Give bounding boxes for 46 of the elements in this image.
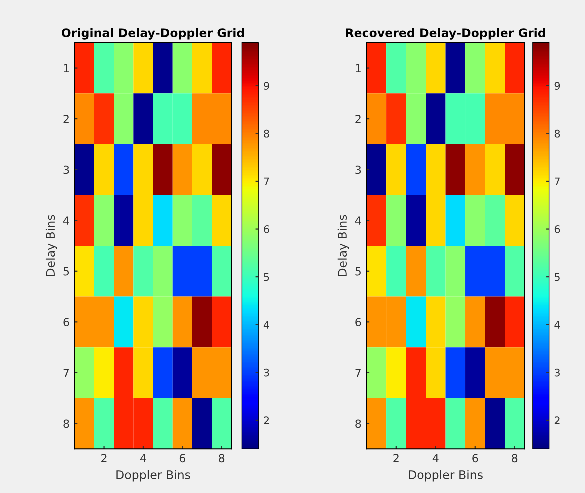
x-tick-label: 6: [180, 454, 186, 463]
y-tick-label: 2: [356, 115, 361, 124]
color-bar-label: 2: [264, 416, 270, 424]
color-bar-label: 9: [554, 82, 560, 90]
y-tick-label: 4: [355, 216, 362, 225]
color-bar-label: 8: [554, 130, 560, 138]
x-tick-label: 4: [432, 454, 439, 462]
y-tick-label: 6: [356, 318, 362, 327]
color-bar-label: 3: [554, 368, 560, 377]
color-bar-label: 3: [264, 368, 270, 377]
color-bar-label: 6: [264, 226, 270, 234]
y-tick-label: 7: [64, 369, 70, 378]
x-tick-label: 8: [219, 454, 225, 463]
y-tick-label: 1: [64, 64, 69, 72]
x-axis-title: Doppler Bins: [116, 470, 190, 482]
y-tick-label: 5: [356, 268, 361, 276]
y-tick-label: 7: [356, 369, 361, 378]
color-bar-label: 4: [554, 321, 560, 329]
y-tick-label: 6: [64, 318, 70, 327]
color-bar-label: 5: [264, 273, 270, 282]
color-bar-label: 4: [264, 321, 270, 329]
y-tick-label: 4: [63, 216, 70, 225]
x-axis-title: Doppler Bins: [409, 470, 483, 482]
color-bar-label: 7: [264, 178, 270, 186]
x-tick-label: 2: [394, 454, 399, 462]
y-tick-label: 3: [64, 166, 70, 174]
x-tick-label: 8: [512, 454, 518, 463]
color-bar-label: 7: [555, 178, 560, 186]
color-bar-label: 5: [554, 273, 560, 282]
y-tick-label: 8: [356, 420, 362, 428]
y-tick-label: 1: [356, 64, 361, 72]
x-tick-label: 4: [140, 454, 146, 462]
x-tick-label: 6: [472, 454, 478, 463]
y-tick-label: 2: [64, 115, 69, 124]
y-tick-label: 8: [64, 420, 70, 428]
color-bar-label: 6: [554, 226, 560, 234]
color-bar-label: 8: [264, 130, 270, 138]
color-bar-label: 9: [264, 82, 270, 90]
x-tick-label: 2: [102, 454, 107, 462]
y-tick-label: 5: [64, 268, 70, 276]
color-bar-label: 2: [554, 416, 560, 424]
chart-title: Recovered Delay-Doppler Grid: [346, 28, 546, 40]
y-axis-title: Delay Bins: [46, 215, 58, 276]
y-axis-title: Delay Bins: [338, 215, 350, 276]
y-tick-label: 3: [356, 166, 362, 174]
chart-title: Original Delay-Doppler Grid: [62, 28, 244, 40]
